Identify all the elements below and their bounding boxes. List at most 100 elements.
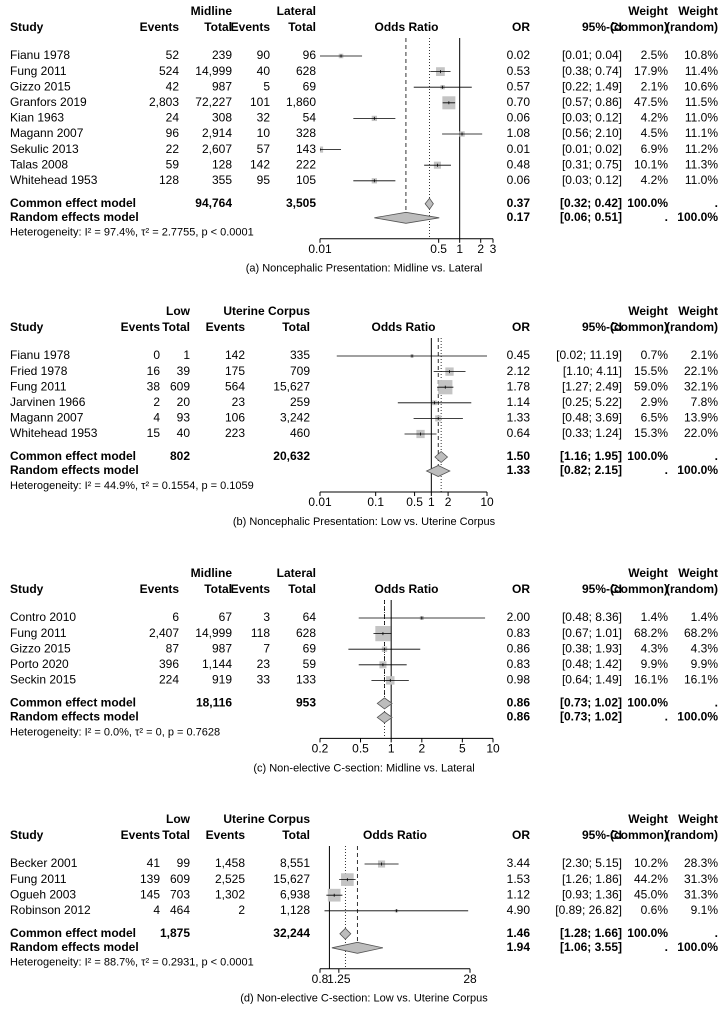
weight-common: 68.2% [634, 626, 668, 640]
column-header: Weight [678, 304, 718, 318]
model-name: Common effect model [10, 696, 136, 710]
weight-random: 11.0% [685, 173, 718, 187]
weight-random: . [715, 449, 718, 463]
total: 239 [212, 48, 232, 62]
caption: (a) Noncephalic Presentation: Midline vs… [246, 263, 483, 275]
study-name: Porto 2020 [10, 657, 69, 671]
total: 15,627 [273, 872, 310, 886]
weight-common: 4.3% [641, 641, 669, 655]
total: 8,551 [280, 856, 310, 870]
group-header: Midline [191, 566, 233, 580]
confidence-interval: [0.73; 1.02] [560, 710, 622, 724]
events: 175 [225, 364, 245, 378]
column-header: Weight [628, 812, 668, 826]
events: 101 [250, 95, 270, 109]
events: 142 [225, 348, 245, 362]
weight-common: 47.5% [634, 95, 668, 109]
events: 57 [257, 142, 271, 156]
confidence-interval: [1.16; 1.95] [560, 449, 622, 463]
column-header: Weight [628, 304, 668, 318]
x-tick-label: 3 [490, 242, 497, 256]
column-header: Events [121, 828, 161, 842]
weight-random: . [715, 696, 718, 710]
odds-ratio: 0.02 [507, 48, 531, 62]
confidence-interval: [0.73; 1.02] [560, 696, 622, 710]
study-name: Contro 2010 [10, 610, 76, 624]
column-header: (random) [666, 582, 718, 596]
weight-common: 10.2% [634, 856, 668, 870]
total: 628 [296, 626, 316, 640]
events: 5 [263, 79, 270, 93]
events: 128 [159, 173, 179, 187]
weight-common: 2.9% [641, 395, 669, 409]
total: 64 [303, 610, 317, 624]
weight-random: 100.0% [677, 463, 718, 477]
odds-ratio: 0.64 [507, 426, 531, 440]
x-tick-label: 0.01 [308, 242, 332, 256]
model-name: Random effects model [10, 210, 139, 224]
column-header: (common) [610, 828, 668, 842]
column-header: Weight [678, 566, 718, 580]
pooled-diamond [376, 697, 393, 710]
total: 105 [296, 173, 316, 187]
column-header: Total [282, 828, 310, 842]
column-header: Weight [628, 4, 668, 18]
group-header: Midline [191, 4, 233, 18]
weight-common: 100.0% [627, 696, 668, 710]
confidence-interval: [0.22; 1.49] [562, 79, 622, 93]
total: 259 [290, 395, 310, 409]
odds-ratio: 1.14 [507, 395, 531, 409]
column-header: OR [512, 582, 530, 596]
events: 10 [257, 126, 271, 140]
total: 919 [212, 673, 232, 687]
group-header: Uterine Corpus [223, 304, 310, 318]
confidence-interval: [0.89; 26.82] [555, 903, 622, 917]
confidence-interval: [1.10; 4.11] [563, 364, 622, 378]
column-header: Weight [678, 812, 718, 826]
confidence-interval: [1.26; 1.86] [562, 872, 622, 886]
model-name: Random effects model [10, 940, 139, 954]
weight-random: 10.8% [684, 48, 718, 62]
total: 355 [212, 173, 232, 187]
x-tick-label: 28 [463, 972, 477, 986]
odds-ratio: 1.12 [507, 887, 531, 901]
weight-common: 4.5% [641, 126, 669, 140]
column-header: Odds Ratio [371, 320, 435, 334]
total: 72,227 [195, 95, 232, 109]
weight-random: 100.0% [677, 940, 718, 954]
column-header: (random) [666, 320, 718, 334]
column-header: Events [206, 828, 246, 842]
model-name: Common effect model [10, 196, 136, 210]
odds-ratio: 2.12 [507, 364, 531, 378]
confidence-interval: [0.64; 1.49] [562, 673, 622, 687]
confidence-interval: [0.57; 0.86] [562, 95, 622, 109]
odds-ratio: 1.33 [507, 463, 531, 477]
pooled-diamond [331, 941, 383, 954]
column-header: Study [10, 20, 44, 34]
confidence-interval: [0.93; 1.36] [562, 887, 622, 901]
confidence-interval: [0.48; 3.69] [562, 411, 622, 425]
study-name: Whitehead 1953 [10, 173, 98, 187]
weight-random: 11.0% [685, 111, 718, 125]
events: 142 [250, 157, 270, 171]
weight-random: 4.3% [691, 641, 719, 655]
events: 564 [225, 379, 245, 393]
events: 24 [166, 111, 180, 125]
weight-random: 100.0% [677, 210, 718, 224]
study-name: Seckin 2015 [10, 673, 76, 687]
weight-common: . [665, 210, 668, 224]
events: 22 [166, 142, 180, 156]
total: 953 [296, 696, 316, 710]
weight-common: 45.0% [634, 887, 668, 901]
weight-common: 100.0% [627, 449, 668, 463]
study-name: Fianu 1978 [10, 48, 70, 62]
total: 222 [296, 157, 316, 171]
events: 106 [225, 411, 245, 425]
column-header: (common) [610, 582, 668, 596]
total: 464 [170, 903, 190, 917]
odds-ratio: 1.50 [507, 449, 531, 463]
total: 703 [170, 887, 190, 901]
column-header: Events [206, 320, 246, 334]
weight-common: 2.5% [641, 48, 669, 62]
weight-common: 15.5% [634, 364, 668, 378]
